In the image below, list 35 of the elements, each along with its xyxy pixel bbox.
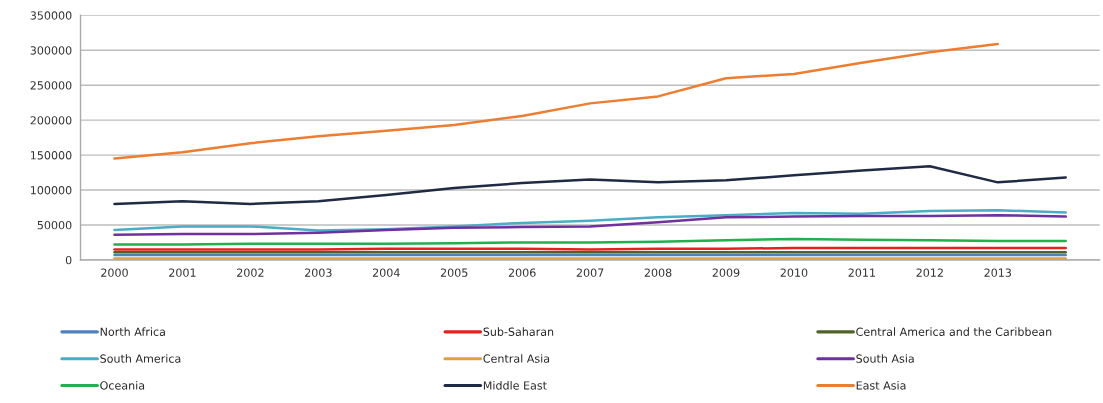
x-tick-label: 2006 [508,268,536,277]
x-tick-label: 2011 [848,268,875,277]
y-tick-label: 0 [65,255,72,265]
x-tick-label: 2005 [440,268,468,277]
legend-label: Central Asia [483,354,550,363]
legend-label: Oceania [100,381,145,390]
x-tick-label: 2002 [237,268,264,277]
x-tick-label: 2008 [644,268,672,277]
line-series [113,213,1067,237]
x-tick-label: 2007 [576,268,604,277]
line-series [113,42,1000,160]
legend-label: East Asia [856,381,906,390]
y-tick-label: 150000 [30,151,72,160]
y-tick-label: 300000 [30,46,72,55]
x-tick-label: 2009 [712,268,740,277]
y-tick-label: 250000 [30,81,72,90]
x-tick-label: 2003 [305,268,332,277]
y-tick-label: 100000 [30,186,72,195]
legend-label: Sub-Saharan [483,327,554,336]
x-tick-label: 2004 [372,268,400,277]
legend-label: Central America and the Caribbean [856,327,1052,336]
x-tick-label: 2001 [169,268,196,277]
y-tick-label: 200000 [30,116,72,125]
x-tick-label: 2013 [984,268,1012,277]
x-tick-label: 2000 [101,268,128,277]
legend-label: South Asia [856,354,914,363]
legend-label: North Africa [100,327,165,336]
legend-label: Middle East [483,381,547,390]
y-tick-label: 50000 [37,220,72,230]
y-tick-label: 350000 [30,11,72,20]
line-series [113,165,1067,206]
line-series [113,209,1067,232]
x-tick-label: 2012 [916,268,943,277]
x-tick-label: 2010 [780,268,808,277]
legend-label: South America [100,354,181,363]
